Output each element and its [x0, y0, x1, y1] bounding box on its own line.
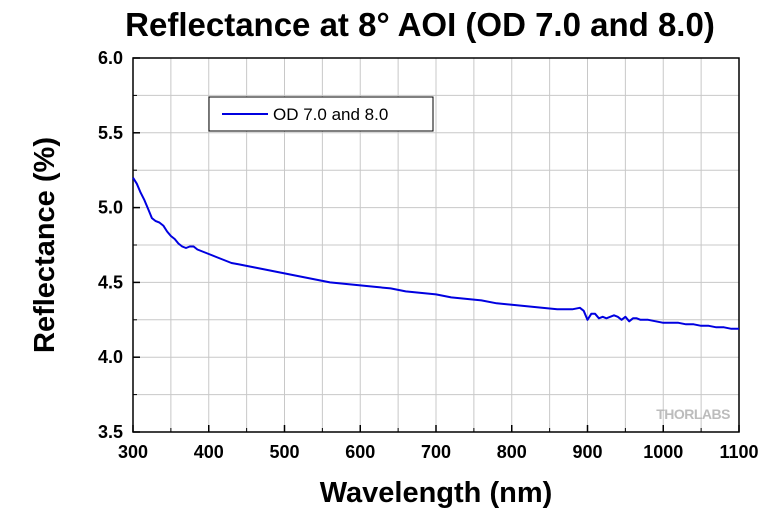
series-line-od-7-8	[132, 177, 739, 330]
x-tick-label: 600	[345, 442, 375, 462]
x-tick-label: 800	[497, 442, 527, 462]
y-axis-label: Reflectance (%)	[29, 137, 61, 353]
x-axis-label: Wavelength (nm)	[320, 477, 553, 509]
y-tick-label: 5.0	[98, 198, 123, 218]
y-tick-labels: 3.5 4.0 4.5 5.0 5.5 6.0	[98, 48, 123, 442]
y-tick-label: 4.5	[98, 272, 123, 292]
x-tick-label: 400	[194, 442, 224, 462]
axis-ticks	[132, 57, 740, 433]
x-tick-label: 700	[421, 442, 451, 462]
x-tick-label: 500	[269, 442, 299, 462]
legend: OD 7.0 and 8.0	[208, 96, 434, 132]
chart-title: Reflectance at 8° AOI (OD 7.0 and 8.0)	[125, 6, 715, 43]
x-tick-labels: 300 400 500 600 700 800 900 1000 1100	[118, 442, 759, 462]
legend-label: OD 7.0 and 8.0	[273, 105, 388, 124]
x-tick-label: 1000	[643, 442, 683, 462]
y-tick-label: 6.0	[98, 48, 123, 68]
x-tick-label: 300	[118, 442, 148, 462]
x-tick-label: 1100	[719, 442, 758, 462]
y-tick-label: 5.5	[98, 123, 123, 143]
y-tick-label: 4.0	[98, 347, 123, 367]
thorlabs-watermark: THORLABS	[656, 406, 730, 422]
y-tick-label: 3.5	[98, 422, 123, 442]
x-tick-label: 900	[572, 442, 602, 462]
